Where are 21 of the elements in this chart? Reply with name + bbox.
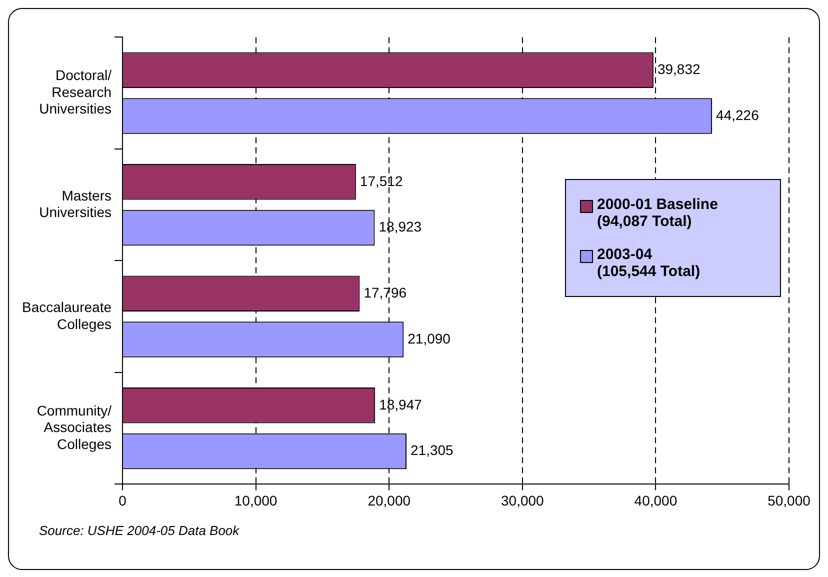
source-note: Source: USHE 2004-05 Data Book <box>39 523 240 538</box>
x-tick-label: 10,000 <box>234 492 278 508</box>
data-label: 18,947 <box>379 396 422 412</box>
data-label: 44,226 <box>716 106 760 123</box>
y-tick-label: Baccalaureate Colleges <box>22 299 112 332</box>
x-tick-label: 50,000 <box>768 492 811 508</box>
data-label: 18,923 <box>378 218 422 235</box>
data-label: 17,796 <box>364 284 407 301</box>
x-tick-label: 40,000 <box>634 492 678 508</box>
data-label: 21,090 <box>408 330 451 346</box>
data-label: 39,832 <box>657 61 700 78</box>
y-tick-label: Community/ Associates Colleges <box>36 402 112 452</box>
data-label: 17,512 <box>360 172 403 189</box>
x-tick-label: 0 <box>118 492 127 508</box>
x-tick-label: 30,000 <box>500 492 544 508</box>
legend-label: 2000-01 Baseline (94,087 Total) <box>597 196 719 230</box>
data-label: 21,305 <box>410 442 454 458</box>
legend-label: 2003-04 (105,544 Total) <box>597 246 702 280</box>
x-tick-label: 20,000 <box>368 492 411 508</box>
y-tick-label: Doctoral/ Research Universities <box>39 67 112 117</box>
y-tick-label: Masters Universities <box>39 187 112 220</box>
